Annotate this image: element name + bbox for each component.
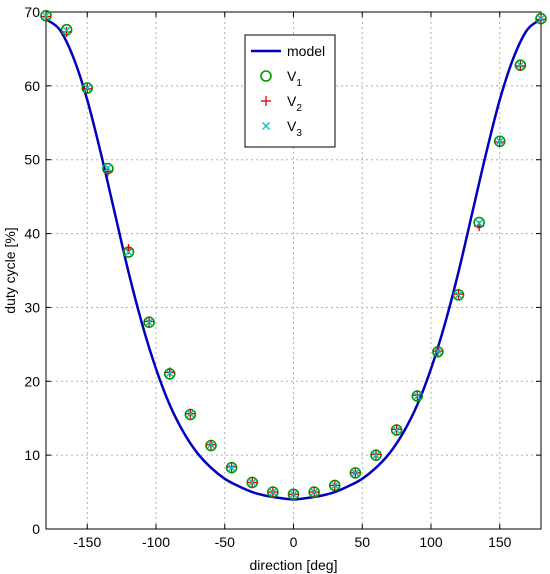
legend-box [244,34,336,148]
axis-ticks: -150 -100 -50 0 50 100 150 0 10 20 30 40 50 60 70 [24,4,541,550]
data-point-x [248,478,257,487]
series-v-3 [42,11,545,499]
x-tick-label: -150 [73,534,101,550]
data-point-x [42,11,50,20]
data-point-x [310,488,319,497]
series-layer [40,9,547,501]
y-tick-label: 60 [24,78,40,94]
x-tick-label: 150 [488,534,512,550]
legend-marker-circle [260,70,272,82]
y-tick-label: 10 [24,447,40,463]
data-point-x [537,14,545,23]
data-point-x [186,409,195,418]
data-point-plus [61,26,72,37]
y-axis-label: duty cycle [%] [2,227,18,313]
data-point-x [392,426,401,434]
legend-marker-plus [261,96,271,106]
x-tick-label: 0 [290,534,298,550]
data-point-x [62,26,71,35]
legend: model V1 V2 V3 [244,34,336,148]
x-axis-label: direction [deg] [250,557,338,573]
data-point-x [124,248,133,256]
y-tick-label: 70 [24,4,40,20]
data-point-x [165,369,174,378]
data-point-x [268,488,277,497]
x-tick-label: 50 [354,534,370,550]
data-point-x [207,440,215,449]
data-point-x [289,490,298,499]
y-tick-label: 50 [24,152,40,168]
data-point-x [516,61,525,70]
legend-label: V1 [287,68,302,89]
data-point-x [475,219,484,228]
x-tick-label: 100 [419,534,443,550]
x-tick-label: -50 [215,534,235,550]
legend-label: V2 [287,93,302,114]
y-tick-label: 40 [24,226,40,242]
data-point-x [330,481,339,490]
legend-marker-x [262,122,270,130]
x-tick-label: -100 [142,534,170,550]
data-point-x [372,451,380,460]
y-tick-label: 20 [24,373,40,389]
data-point-x [103,163,112,172]
legend-label: V3 [287,118,302,139]
data-point-x [145,318,154,327]
y-tick-label: 0 [32,521,40,537]
legend-label: model [287,43,325,59]
data-point-x [454,290,463,299]
data-point-x [351,468,360,477]
data-point-x [495,137,504,146]
y-tick-label: 30 [24,299,40,315]
data-point-x [83,84,92,93]
data-point-x [227,463,236,472]
data-point-x [433,347,442,355]
data-point-x [413,392,422,401]
